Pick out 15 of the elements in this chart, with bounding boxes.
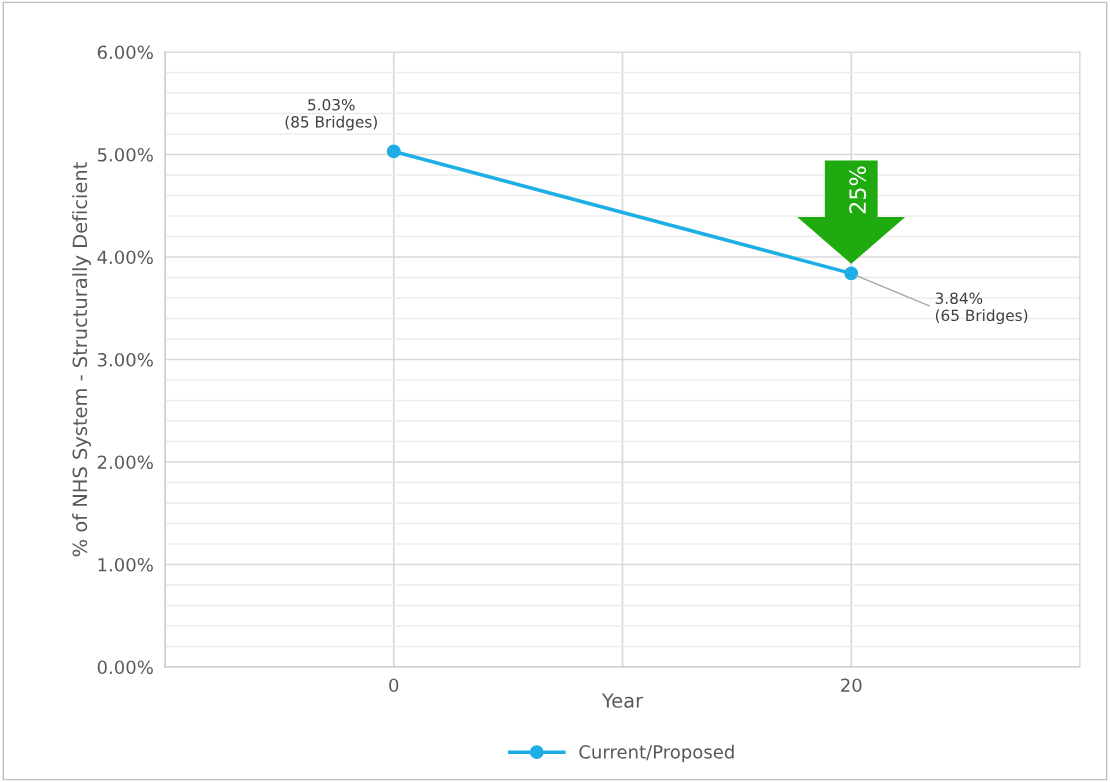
y-tick-label: 5.00% [97, 147, 153, 162]
x-axis-title: Year [601, 693, 644, 708]
x-tick-label: 20 [841, 678, 862, 693]
y-tick-label: 3.00% [97, 352, 153, 367]
data-label: 3.84% (65 Bridges) [935, 292, 1028, 325]
y-axis-title: % of NHS System - Structurally Deficient [72, 162, 91, 557]
y-tick-label: 4.00% [97, 250, 153, 265]
y-tick-label: 0.00% [97, 660, 153, 675]
annotation: 25% [849, 166, 867, 214]
y-tick-label: 2.00% [97, 455, 153, 470]
x-tick-label: 0 [389, 678, 399, 693]
y-tick-label: 1.00% [98, 557, 153, 572]
data-label: 5.03% (85 Bridges) [285, 98, 377, 131]
legend-label: Current/Proposed [579, 744, 734, 763]
y-tick-label: 6.00% [97, 45, 153, 60]
